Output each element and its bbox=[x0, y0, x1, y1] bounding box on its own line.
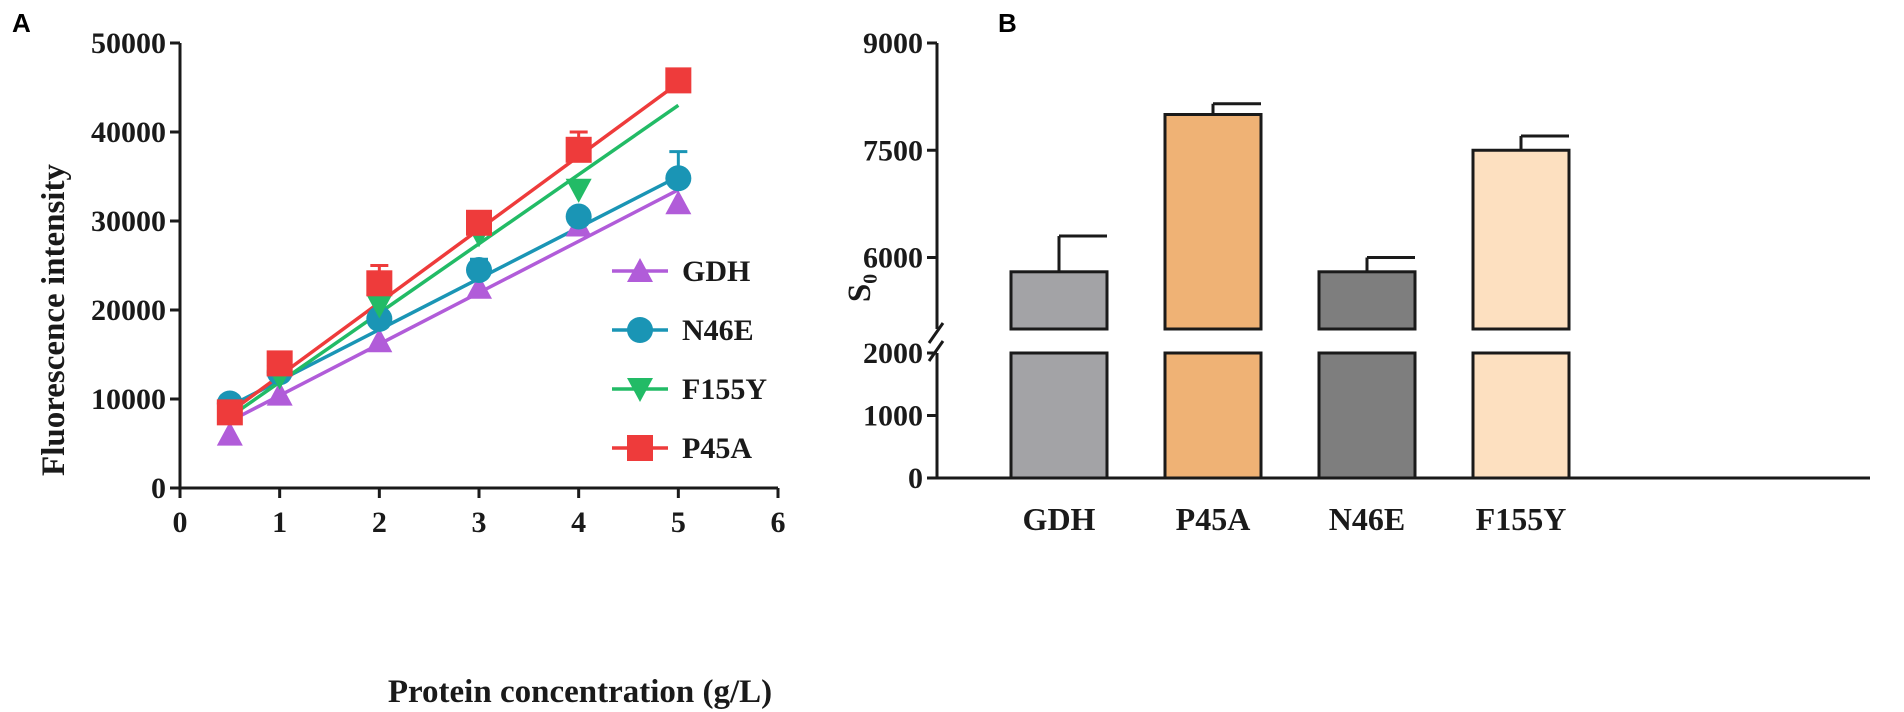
panel-a-y-tick-label: 50000 bbox=[91, 27, 166, 60]
panel-a-point-p45a bbox=[266, 350, 293, 377]
panel-a-fit-line-f155y bbox=[228, 103, 680, 419]
panel-a-point-n46e bbox=[665, 165, 692, 192]
panel-a-point-gdh bbox=[466, 274, 492, 299]
panel-b-bars bbox=[1009, 102, 1571, 480]
panel-b-bar-lower-n46e bbox=[1317, 351, 1417, 480]
panel-a-point-gdh bbox=[266, 381, 293, 406]
legend-label-gdh: GDH bbox=[682, 255, 750, 288]
panel-a-point-n46e bbox=[565, 203, 592, 230]
panel-a-point-gdh bbox=[366, 328, 393, 353]
panel-a-fit-line-p45a bbox=[228, 81, 680, 414]
legend-label-p45a: P45A bbox=[682, 432, 752, 465]
panel-b-y-axis-title: S₀ bbox=[842, 274, 878, 302]
panel-a-chart: 0 10000 20000 30000 40000 50000 0 1 2 3 4 5 6 GDH N46… bbox=[36, 27, 786, 710]
panel-a-point-p45a bbox=[366, 270, 393, 297]
legend-marker-f155y bbox=[627, 377, 653, 402]
legend-marker-p45a bbox=[627, 435, 653, 461]
panel-a-y-tick-label: 20000 bbox=[91, 294, 166, 327]
panel-a-legend: GDH N46E F155Y P45A bbox=[612, 255, 767, 465]
panel-b-category-labels: GDH P45A N46E F155Y bbox=[1023, 501, 1567, 537]
panel-b-bar-lower-gdh bbox=[1009, 351, 1109, 480]
panel-a-y-axis-title: Fluorescence intensity bbox=[36, 164, 72, 476]
panel-a-markers bbox=[216, 67, 692, 446]
panel-b-bar-lower-f155y bbox=[1471, 351, 1571, 480]
panel-a-point-f155y bbox=[366, 294, 393, 319]
panel-b-bar-upper-f155y bbox=[1471, 148, 1571, 331]
panel-a-point-f155y bbox=[565, 178, 592, 203]
panel-a-point-gdh bbox=[216, 421, 243, 446]
panel-a-x-axis-title: Protein concentration (g/L) bbox=[388, 674, 772, 710]
panel-a-x-tick-label: 4 bbox=[571, 506, 586, 539]
panel-b-category-label-f155y: F155Y bbox=[1476, 501, 1567, 537]
panel-b-y-tick-label: 2000 bbox=[863, 337, 923, 370]
panel-a-y-tick-label: 0 bbox=[151, 472, 166, 505]
panel-a-fit-lines bbox=[228, 81, 680, 423]
panel-a-fit-line-n46e bbox=[229, 174, 680, 408]
panel-a-point-n46e bbox=[466, 256, 492, 283]
panel-b-axes bbox=[927, 41, 1870, 480]
panel-a-point-p45a bbox=[216, 399, 243, 426]
panel-a-fit-line-gdh bbox=[229, 188, 680, 423]
panel-b-y-tick-label: 6000 bbox=[863, 242, 923, 275]
panel-b-chart: 0 1000 2000 6000 7500 9000 GDH P45A N46E F155Y S… bbox=[842, 27, 1870, 537]
panel-b-axis-break-mark bbox=[927, 340, 945, 362]
panel-b-y-tick-label: 7500 bbox=[863, 134, 923, 167]
panel-a-point-p45a bbox=[665, 67, 692, 94]
panel-a-x-tick-label: 2 bbox=[372, 506, 387, 539]
panel-b-tick-labels: 0 1000 2000 6000 7500 9000 bbox=[863, 27, 923, 495]
panel-a-y-tick-label: 30000 bbox=[91, 205, 166, 238]
legend-marker-n46e bbox=[627, 317, 653, 343]
panel-b-bar-upper-gdh bbox=[1009, 270, 1109, 331]
panel-label-a: A bbox=[12, 8, 31, 38]
panel-a-x-tick-label: 0 bbox=[173, 506, 188, 539]
panel-a-y-tick-label: 10000 bbox=[91, 383, 166, 416]
panel-b-category-label-n46e: N46E bbox=[1329, 501, 1405, 537]
panel-a-point-n46e bbox=[366, 305, 393, 332]
panel-a-axes bbox=[170, 41, 780, 498]
panel-b-bar-upper-p45a bbox=[1163, 113, 1263, 331]
panel-a-tick-labels: 0 10000 20000 30000 40000 50000 0 1 2 3 4 5 6 bbox=[91, 27, 786, 539]
panel-a-point-p45a bbox=[466, 209, 492, 236]
panel-a-x-tick-label: 3 bbox=[472, 506, 487, 539]
panel-b-bar-lower-p45a bbox=[1163, 351, 1263, 480]
panel-b-bar-upper-n46e bbox=[1317, 270, 1417, 331]
legend-label-n46e: N46E bbox=[682, 314, 754, 347]
panel-b-axis-break-mark bbox=[927, 322, 945, 344]
legend-label-f155y: F155Y bbox=[682, 373, 767, 406]
panel-a-point-gdh bbox=[665, 190, 692, 215]
panel-label-b: B bbox=[998, 8, 1017, 38]
panel-b-category-label-gdh: GDH bbox=[1023, 501, 1096, 537]
panel-a-x-tick-label: 5 bbox=[671, 506, 686, 539]
legend-marker-gdh bbox=[627, 258, 653, 283]
panel-a-x-tick-label: 6 bbox=[771, 506, 786, 539]
panel-b-y-tick-label: 1000 bbox=[863, 400, 923, 433]
panel-a-point-p45a bbox=[565, 136, 592, 163]
panel-a-y-tick-label: 40000 bbox=[91, 116, 166, 149]
panel-b-y-tick-label: 9000 bbox=[863, 27, 923, 60]
panel-b-category-label-p45a: P45A bbox=[1176, 501, 1251, 537]
panel-a-x-tick-label: 1 bbox=[272, 506, 287, 539]
panel-b-y-axis-title: S₀ bbox=[842, 274, 878, 302]
panel-b-y-tick-label: 0 bbox=[908, 462, 923, 495]
